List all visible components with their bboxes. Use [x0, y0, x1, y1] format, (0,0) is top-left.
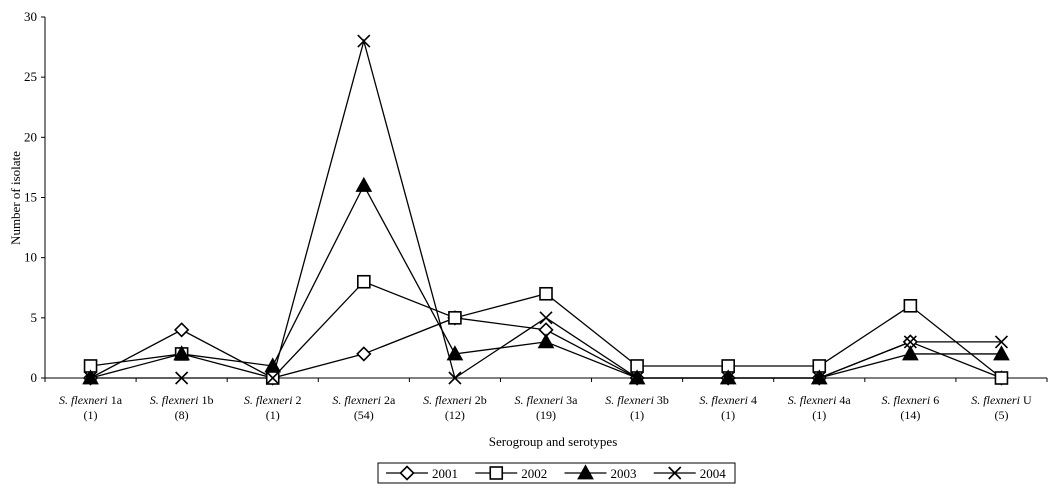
data-point-2002: [448, 311, 462, 325]
data-point-2003: [537, 333, 555, 349]
x-tick-label: S. flexneri 3a: [515, 393, 579, 407]
x-tick-count: (1): [266, 408, 280, 422]
data-point-2004: [903, 335, 917, 349]
data-point-2002: [994, 371, 1009, 385]
legend-marker: [668, 466, 682, 480]
y-axis-ticks: 0 5 10 15 20 25 30: [24, 9, 45, 385]
legend-box: [377, 462, 736, 484]
data-point-2002: [357, 274, 371, 289]
data-point-2003: [993, 345, 1010, 361]
data-point-2003: [355, 176, 373, 192]
x-tick-count: (1): [721, 408, 735, 422]
data-point-2003: [902, 345, 919, 361]
data-point-2004: [448, 371, 462, 385]
data-point-2004: [812, 371, 826, 385]
legend-marker: [577, 464, 594, 480]
data-point-2004: [266, 371, 280, 385]
data-point-2003: [446, 345, 464, 361]
x-tick-label: S. flexneri 3b: [605, 393, 669, 407]
x-tick-label: S. flexneri 1a: [59, 393, 123, 407]
legend-marker: [489, 466, 504, 480]
legend-marker: [399, 465, 415, 481]
data-point-2004: [539, 311, 553, 325]
legend-label: 2002: [521, 466, 547, 481]
x-tick-count: (1): [630, 408, 644, 422]
data-point-2003: [173, 345, 190, 361]
data-point-2002: [539, 286, 553, 301]
legend-label: 2003: [611, 466, 637, 481]
x-tick-label: S. flexneri 2a: [332, 393, 396, 407]
data-point-2001: [356, 346, 372, 362]
data-point-2001: [174, 322, 190, 338]
y-axis-title: Number of isolate: [8, 151, 23, 245]
x-tick-label: S. flexneri 4a: [788, 393, 852, 407]
x-tick-count: (54): [354, 408, 374, 422]
data-point-2002: [903, 298, 918, 313]
series-markers: [82, 34, 1010, 386]
x-tick-count: (12): [445, 408, 465, 422]
x-tick-label: S. flexneri U: [971, 393, 1032, 407]
y-tick-label: 30: [24, 9, 37, 24]
y-tick-label: 15: [24, 190, 37, 205]
x-axis-ticks: S. flexneri 1a(1)S. flexneri 1b(8)S. fle…: [44, 378, 1048, 422]
x-tick-label: S. flexneri 6: [882, 393, 940, 407]
x-tick-count: (19): [536, 408, 556, 422]
data-point-2004: [357, 34, 371, 48]
x-axis-title: Serogroup and serotypes: [489, 434, 618, 449]
x-tick-label: S. flexneri 2: [244, 393, 302, 407]
x-tick-count: (14): [900, 408, 920, 422]
y-tick-label: 5: [31, 310, 38, 325]
data-point-2004: [630, 371, 644, 385]
data-point-2004: [83, 371, 98, 385]
legend: 2001 2002 2003 2004: [377, 462, 736, 484]
x-tick-count: (1): [84, 408, 98, 422]
y-tick-label: 20: [24, 129, 37, 144]
data-point-2004: [175, 371, 189, 385]
series-line-2003: [90, 184, 1002, 379]
x-tick-count: (1): [812, 408, 826, 422]
x-tick-label: S. flexneri 2b: [423, 393, 487, 407]
legend-label: 2001: [432, 466, 458, 481]
x-tick-count: (8): [175, 408, 189, 422]
y-tick-label: 25: [24, 69, 37, 84]
data-point-2004: [721, 371, 735, 385]
legend-label: 2004: [700, 466, 727, 481]
y-tick-label: 0: [31, 370, 38, 385]
data-point-2004: [994, 335, 1009, 349]
y-tick-label: 10: [24, 250, 37, 265]
data-point-2003: [264, 357, 282, 373]
x-tick-label: S. flexneri 4: [699, 393, 757, 407]
x-tick-label: S. flexneri 1b: [150, 393, 214, 407]
x-tick-count: (5): [994, 408, 1008, 422]
